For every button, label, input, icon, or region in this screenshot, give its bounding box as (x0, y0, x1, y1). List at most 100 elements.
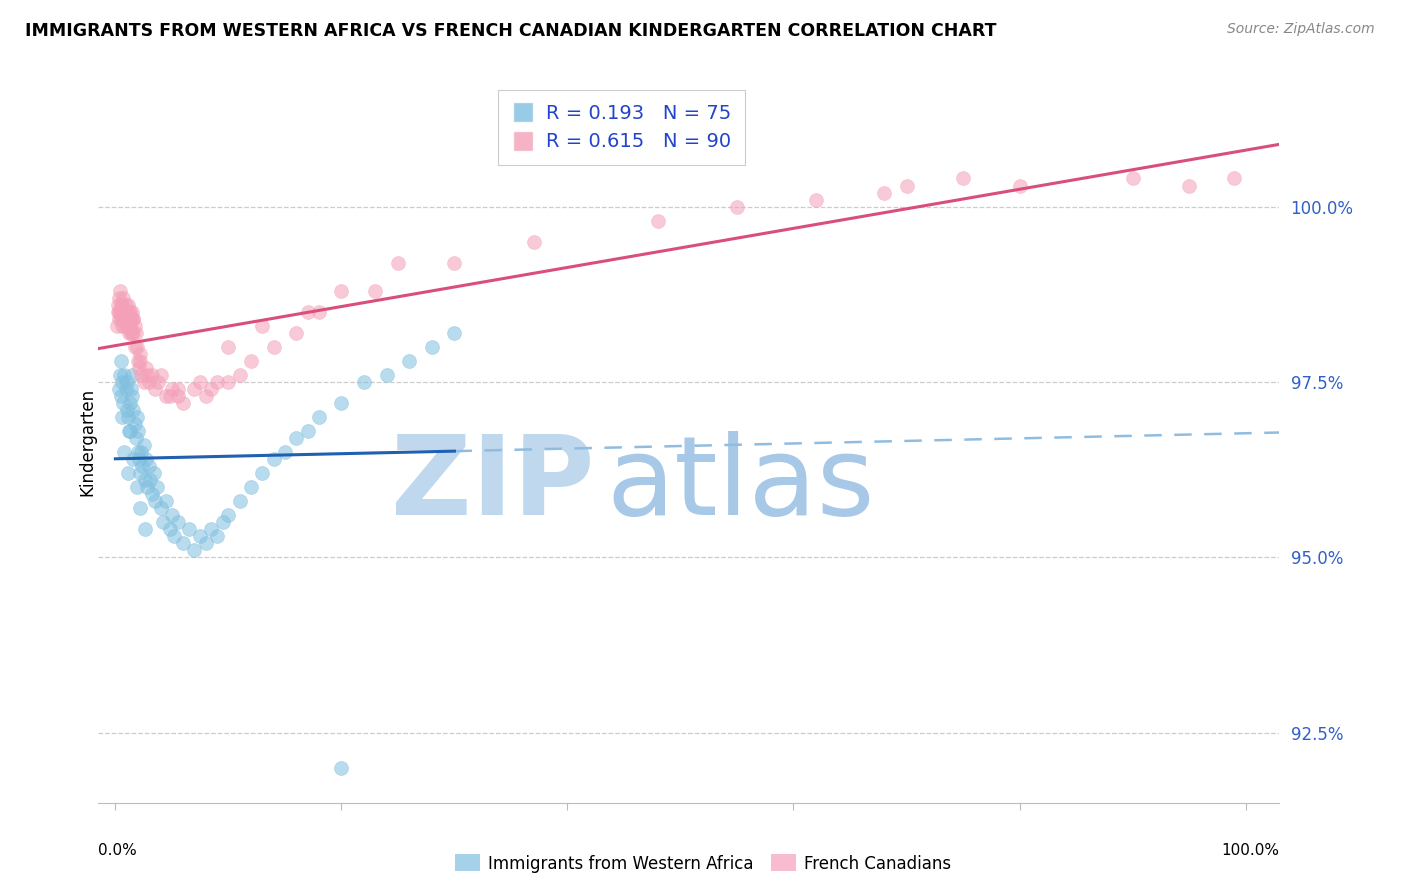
Point (159, 389, 181, 403)
Point (111, 298, 134, 312)
Point (118, 305, 141, 319)
Text: IMMIGRANTS FROM WESTERN AFRICA VS FRENCH CANADIAN KINDERGARTEN CORRELATION CHART: IMMIGRANTS FROM WESTERN AFRICA VS FRENCH… (25, 22, 997, 40)
Text: 0.0%: 0.0% (98, 843, 138, 857)
Point (107, 298, 129, 312)
Point (117, 466, 139, 480)
Point (263, 452, 285, 467)
Point (387, 255, 409, 269)
Point (353, 375, 375, 389)
Point (285, 431, 308, 445)
Point (166, 382, 188, 396)
Point (443, 255, 465, 269)
Point (200, 522, 222, 536)
Point (155, 494, 177, 508)
Point (330, 761, 353, 775)
Text: atlas: atlas (606, 432, 875, 539)
Point (172, 536, 194, 550)
Point (121, 305, 143, 319)
Legend: Immigrants from Western Africa, French Canadians: Immigrants from Western Africa, French C… (449, 847, 957, 880)
Y-axis label: Kindergarten: Kindergarten (79, 387, 96, 496)
Point (117, 409, 139, 424)
Point (125, 409, 148, 424)
Point (115, 403, 138, 417)
Point (398, 354, 420, 368)
Point (228, 368, 250, 382)
Point (1223, 171, 1246, 186)
Point (725, 200, 748, 214)
Point (183, 382, 205, 396)
Point (129, 354, 152, 368)
Point (120, 382, 142, 396)
Point (112, 445, 135, 459)
Point (124, 417, 146, 431)
Point (297, 424, 319, 438)
Point (134, 522, 156, 536)
Point (211, 515, 233, 529)
Point (134, 473, 156, 487)
Point (111, 375, 134, 389)
Point (120, 318, 142, 333)
Point (115, 318, 138, 333)
Point (274, 445, 297, 459)
Text: ZIP: ZIP (391, 432, 595, 539)
Point (131, 368, 153, 382)
Point (217, 340, 239, 354)
Point (118, 326, 141, 340)
Point (188, 375, 211, 389)
Point (148, 375, 170, 389)
Point (132, 375, 155, 389)
Point (112, 291, 135, 305)
Point (152, 515, 174, 529)
Point (217, 375, 239, 389)
Point (135, 360, 157, 375)
Point (155, 389, 177, 403)
Point (121, 389, 143, 403)
Point (149, 368, 172, 382)
Point (138, 459, 160, 474)
Point (124, 340, 146, 354)
Point (166, 389, 188, 403)
Point (330, 284, 353, 298)
Point (252, 318, 274, 333)
Point (125, 326, 148, 340)
Point (135, 452, 157, 467)
Point (1122, 171, 1144, 186)
Point (127, 424, 149, 438)
Point (308, 305, 330, 319)
Point (129, 466, 152, 480)
Point (160, 382, 183, 396)
Point (110, 305, 132, 319)
Point (120, 311, 142, 326)
Point (952, 171, 974, 186)
Point (125, 340, 148, 354)
Point (107, 382, 129, 396)
Point (112, 368, 135, 382)
Point (112, 311, 135, 326)
Point (124, 318, 146, 333)
Point (308, 409, 330, 424)
Point (1178, 178, 1201, 193)
Point (522, 235, 544, 249)
Point (177, 522, 200, 536)
Point (330, 396, 353, 410)
Point (194, 389, 217, 403)
Point (263, 340, 285, 354)
Point (136, 480, 159, 494)
Point (143, 382, 166, 396)
Point (200, 382, 222, 396)
Point (194, 536, 217, 550)
Point (122, 311, 145, 326)
Point (159, 522, 181, 536)
Point (112, 396, 135, 410)
Point (122, 326, 145, 340)
Point (120, 424, 142, 438)
Point (112, 311, 135, 326)
Point (117, 311, 139, 326)
Point (143, 494, 166, 508)
Point (125, 480, 148, 494)
Point (110, 389, 132, 403)
Point (120, 311, 142, 326)
Point (122, 311, 145, 326)
Point (112, 305, 135, 319)
Point (127, 354, 149, 368)
